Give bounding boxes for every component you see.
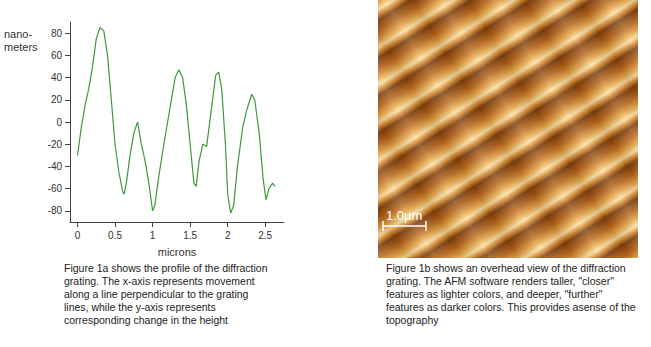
svg-text:-20: -20 xyxy=(48,139,63,150)
html-text:Figure 1b shows an overhead vi: Figure 1b shows an overhead view of the … xyxy=(386,262,626,274)
svg-text:0: 0 xyxy=(75,230,81,241)
svg-text:0: 0 xyxy=(56,117,62,128)
svg-text:meters: meters xyxy=(4,41,38,53)
svg-text:microns: microns xyxy=(158,246,197,258)
svg-text:80: 80 xyxy=(51,28,63,39)
svg-text:20: 20 xyxy=(51,94,63,105)
svg-text:2.5: 2.5 xyxy=(258,230,272,241)
svg-text:nano-: nano- xyxy=(4,28,32,40)
svg-text:60: 60 xyxy=(51,50,63,61)
svg-text:-60: -60 xyxy=(48,183,63,194)
html-text:Figure 1a shows the profile of: Figure 1a shows the profile of the diffr… xyxy=(64,262,268,274)
svg-text:-80: -80 xyxy=(48,205,63,216)
html-text:grating. The AFM software rend: grating. The AFM software renders taller… xyxy=(386,275,614,287)
svg-text:-40: -40 xyxy=(48,161,63,172)
svg-text:1.5: 1.5 xyxy=(183,230,197,241)
html-text:corresponding change in the he: corresponding change in the height xyxy=(64,314,228,326)
svg-text:40: 40 xyxy=(51,72,63,83)
html-text:grating. The x-axis represents: grating. The x-axis represents movement xyxy=(64,275,255,287)
svg-text:1.0µm: 1.0µm xyxy=(386,208,422,223)
html-text:topography: topography xyxy=(386,314,439,326)
html-text:features as lighter colors, an: features as lighter colors, and deeper, … xyxy=(386,288,603,300)
svg-text:2: 2 xyxy=(225,230,231,241)
svg-text:0.5: 0.5 xyxy=(108,230,122,241)
svg-text:1: 1 xyxy=(150,230,156,241)
html-text:lines, while the y-axis repres: lines, while the y-axis represents xyxy=(64,301,216,313)
html-text:features as darker colors. Thi: features as darker colors. This provides… xyxy=(386,301,636,313)
html-text:along a line perpendicular to: along a line perpendicular to the gratin… xyxy=(64,288,249,300)
